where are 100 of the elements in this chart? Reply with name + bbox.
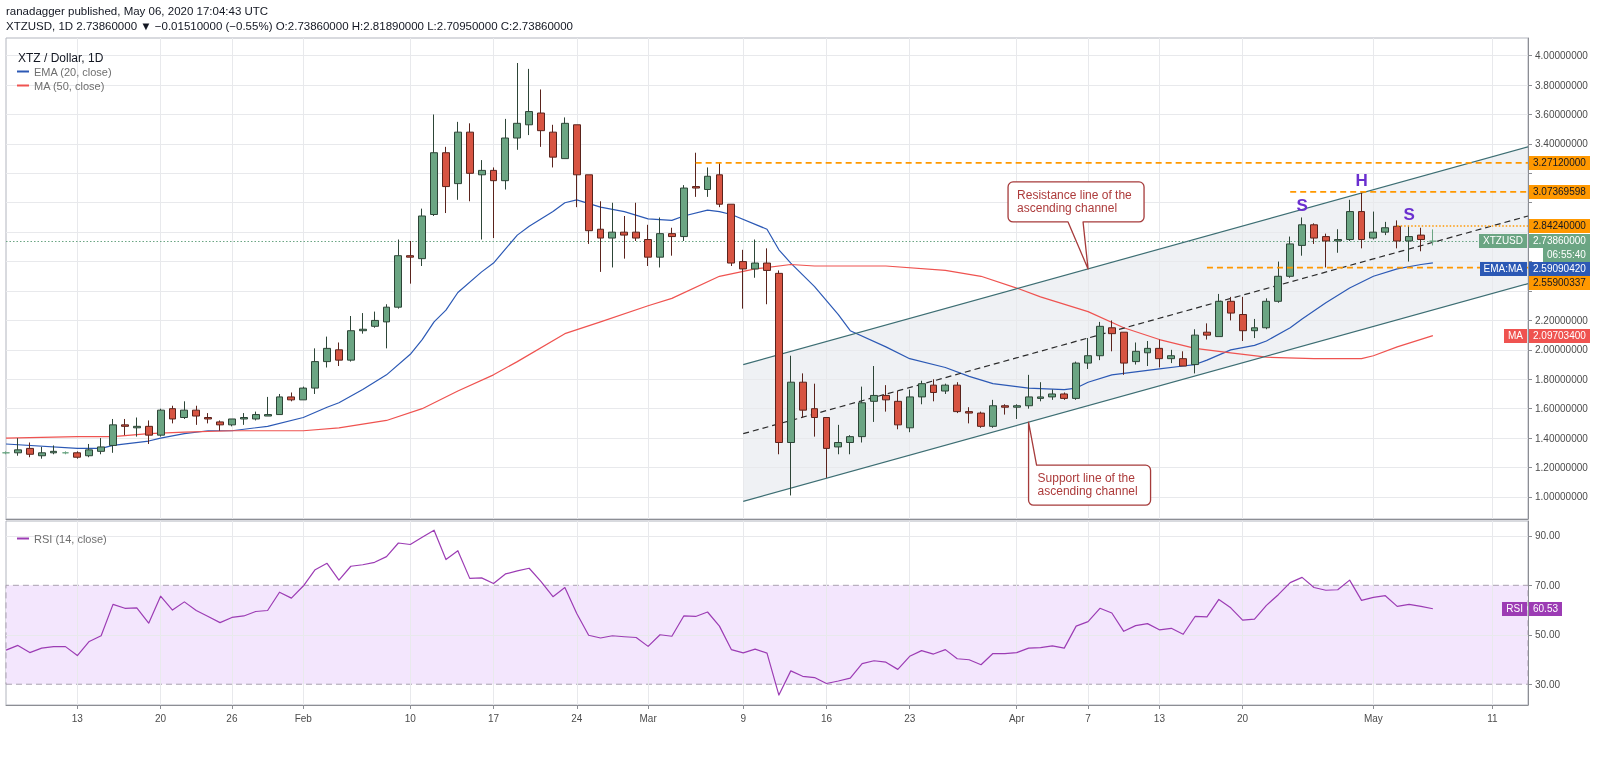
text: XTZUSD, 1D 2.73860000 ▼ −0.01510000 (−0.55%) O:2.73860000 H:2.81890000 L:2.70950000 C:2.73860000 xyxy=(6,19,574,33)
candlestick xyxy=(192,405,200,426)
candlestick xyxy=(1191,328,1199,374)
x-tick-label: 11 xyxy=(1487,712,1498,724)
candlestick xyxy=(1120,331,1128,376)
candlestick xyxy=(1096,321,1104,361)
candlestick xyxy=(228,418,236,427)
annotation: MA xyxy=(1504,328,1527,343)
text: ranadagger published, May 06, 2020 17:04:43 UTC xyxy=(6,4,269,18)
x-tick-label: Mar xyxy=(639,712,658,724)
line-series xyxy=(5,263,1434,439)
candlestick xyxy=(383,303,390,349)
candlestick xyxy=(704,166,711,198)
annotation: H xyxy=(1355,170,1368,190)
y-tick-label: 3.60000000 xyxy=(1535,108,1589,120)
candlestick xyxy=(240,412,248,426)
candlestick xyxy=(846,434,854,455)
candlestick xyxy=(347,315,355,363)
candlestick xyxy=(276,393,283,416)
candlestick xyxy=(799,372,807,418)
candlestick xyxy=(561,116,569,160)
text: XTZ / Dollar, 1D xyxy=(18,51,104,65)
candlestick xyxy=(1239,296,1247,342)
ref-line-label: 2.73860000 xyxy=(1529,234,1590,249)
x-tick-label: 16 xyxy=(820,712,833,724)
candlestick xyxy=(490,166,497,239)
y-tick-label: 2.20000000 xyxy=(1535,314,1589,326)
candlestick xyxy=(264,396,272,417)
y-tick-label: 1.80000000 xyxy=(1535,373,1589,385)
candlestick xyxy=(906,389,914,433)
candlestick xyxy=(680,184,688,242)
text: 2.09703400 xyxy=(1529,328,1590,343)
annotation: RSI xyxy=(1502,601,1527,616)
candlestick xyxy=(73,450,81,460)
candlestick xyxy=(1227,296,1235,321)
candlestick xyxy=(811,383,818,438)
candlestick xyxy=(1132,341,1140,366)
x-tick-label: 17 xyxy=(487,712,500,724)
y-tick-label: 4.00000000 xyxy=(1535,50,1589,62)
candlestick xyxy=(1179,350,1187,367)
y-tick-label: 1.60000000 xyxy=(1535,403,1589,415)
text: 60.53 xyxy=(1529,601,1563,616)
candlestick xyxy=(323,336,331,368)
candlestick xyxy=(97,437,105,455)
candlestick xyxy=(311,347,319,395)
candlestick xyxy=(1369,211,1377,241)
y-tick-label: 1.00000000 xyxy=(1535,491,1589,503)
candlestick xyxy=(894,390,902,430)
candlestick xyxy=(549,124,557,168)
candlestick xyxy=(335,341,343,367)
candlestick xyxy=(727,203,735,267)
candlestick xyxy=(763,247,771,305)
candlestick xyxy=(1167,349,1175,364)
legend-label: MA (50, close) xyxy=(34,79,105,92)
candlestick xyxy=(501,118,509,191)
candlestick xyxy=(918,380,926,405)
x-tick-label: May xyxy=(1363,712,1383,724)
candlestick xyxy=(858,386,866,444)
x-tick-label: 20 xyxy=(155,712,167,724)
candlestick xyxy=(870,365,878,423)
candlestick xyxy=(608,202,616,268)
candlestick xyxy=(525,68,533,136)
candlestick xyxy=(1084,337,1092,370)
candlestick xyxy=(406,240,414,285)
text: XTZUSD xyxy=(1479,234,1527,249)
candlestick xyxy=(1310,222,1318,245)
candlestick xyxy=(359,312,367,335)
candlestick xyxy=(1298,216,1306,257)
candlestick xyxy=(38,446,46,460)
candlestick xyxy=(145,419,153,445)
candlestick xyxy=(537,88,545,148)
x-tick-label: 13 xyxy=(71,712,84,724)
candlestick xyxy=(50,444,57,455)
data-label: 3.07369598 xyxy=(1529,184,1590,199)
candlestick xyxy=(513,62,521,151)
y-tick-label: 1.40000000 xyxy=(1535,432,1589,444)
candlestick xyxy=(977,411,985,429)
candlestick xyxy=(941,383,949,395)
y-tick-label: 50.00 xyxy=(1535,629,1561,641)
candlestick xyxy=(692,152,700,198)
candlestick xyxy=(299,386,307,401)
candlestick xyxy=(668,227,676,257)
x-tick-label: 20 xyxy=(1237,712,1249,724)
candlestick xyxy=(1025,374,1033,410)
candlestick xyxy=(180,400,188,420)
candlestick xyxy=(1322,233,1330,268)
candlestick xyxy=(953,381,961,414)
legend-label: EMA (20, close) xyxy=(34,65,112,78)
candlestick xyxy=(287,392,295,402)
candlestick xyxy=(1358,191,1365,249)
data-label: 3.27120000 xyxy=(1529,155,1590,170)
line-series xyxy=(5,199,1434,449)
candlestick xyxy=(716,162,723,208)
candlestick xyxy=(585,174,593,245)
y-tick-label: 1.20000000 xyxy=(1535,462,1589,474)
candlestick xyxy=(216,419,224,432)
x-tick-label: 23 xyxy=(904,712,916,724)
candlestick xyxy=(965,406,973,424)
y-tick-label: 3.40000000 xyxy=(1535,138,1589,150)
annotation: S xyxy=(1403,204,1415,224)
